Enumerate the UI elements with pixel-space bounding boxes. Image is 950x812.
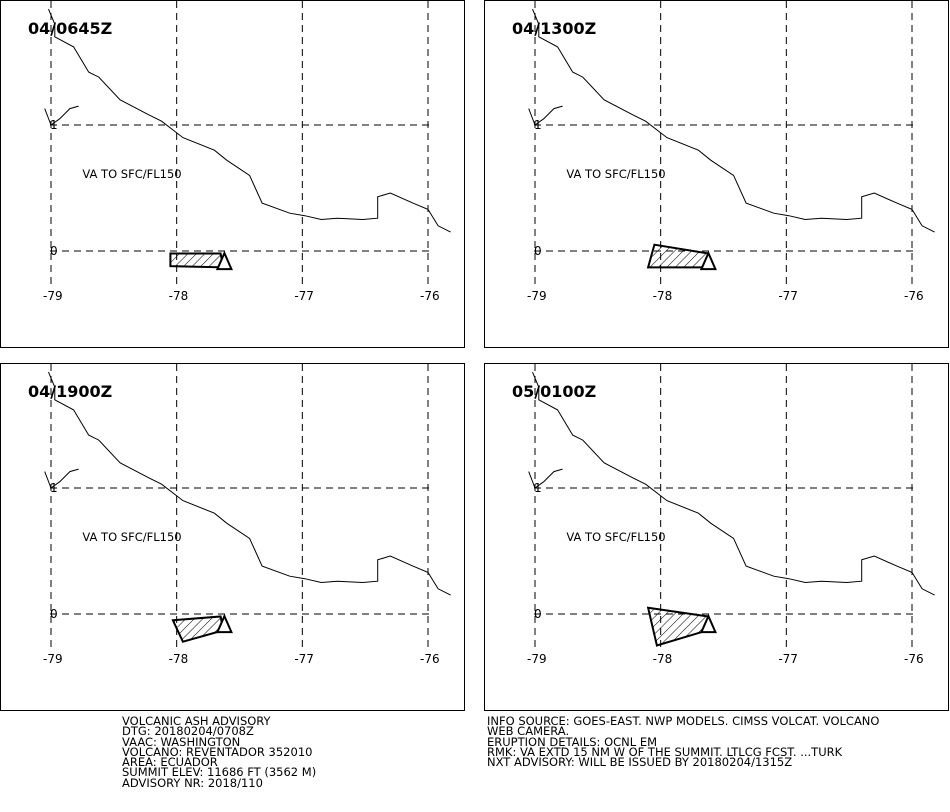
left-line: ADVISORY NR: 2018/110	[122, 775, 263, 790]
map-panel-4: -79 -78 -77 -76 1 0 05/0100Z VA TO SFC/FL150	[484, 363, 949, 711]
lon-tick-label: -76	[420, 652, 440, 666]
coastline-spur	[44, 105, 79, 126]
left-line: DTG: 20180204/0708Z	[122, 724, 254, 739]
map-panel-1: -79 -78 -77 -76 1 0 04/0645Z VA TO SFC/FL150	[0, 0, 465, 348]
right-line: INFO SOURCE: GOES-EAST. NWP MODELS. CIMS…	[487, 714, 880, 728]
left-line: VOLCANO: REVENTADOR 352010	[122, 744, 313, 759]
volcano-triangle-icon	[699, 613, 717, 634]
coastline-spur	[528, 468, 563, 489]
ash-level-label: VA TO SFC/FL150	[566, 530, 665, 544]
lon-tick-label: -78	[169, 289, 189, 303]
lon-tick-label: -79	[527, 289, 547, 303]
volcano-triangle-icon	[215, 613, 233, 634]
coastline	[48, 8, 451, 233]
right-line: NXT ADVISORY: WILL BE ISSUED BY 20180204…	[487, 755, 793, 770]
lon-tick-label: -78	[169, 652, 189, 666]
ash-level-label: VA TO SFC/FL150	[82, 530, 181, 544]
advisory-info-left: VOLCANIC ASH ADVISORY DTG: 20180204/0708Z…	[122, 714, 317, 790]
lat-tick-label: 0	[50, 244, 58, 258]
left-line: SUMMIT ELEV: 11686 FT (3562 M)	[122, 765, 317, 780]
coastline	[532, 371, 935, 596]
ash-cloud-polygon	[169, 252, 225, 269]
ash-level-label: VA TO SFC/FL150	[82, 167, 181, 181]
lon-tick-label: -76	[904, 289, 924, 303]
valid-time-label: 04/1900Z	[28, 382, 112, 401]
valid-time-label: 05/0100Z	[512, 382, 596, 401]
right-line: RMK: VA EXTD 15 NM W OF THE SUMMIT. LTLC…	[487, 744, 843, 759]
advisory-info-right: INFO SOURCE: GOES-EAST. NWP MODELS. CIMS…	[487, 714, 880, 770]
lat-tick-label: 1	[50, 481, 58, 495]
left-line: VAAC: WASHINGTON	[122, 734, 241, 749]
right-line: ERUPTION DETAILS: OCNL EM	[487, 734, 658, 749]
lat-tick-label: 0	[50, 607, 58, 621]
volcano-triangle-icon	[699, 250, 717, 271]
lat-tick-label: 1	[534, 481, 542, 495]
lat-tick-label: 1	[534, 118, 542, 132]
panel-frame	[0, 0, 465, 348]
lon-tick-label: -79	[43, 289, 63, 303]
volcano-triangle-icon	[215, 250, 233, 271]
right-line: WEB CAMERA.	[487, 724, 570, 739]
lon-tick-label: -78	[653, 652, 673, 666]
panel-frame	[484, 363, 949, 711]
lon-tick-label: -79	[527, 652, 547, 666]
coastline-spur	[44, 468, 79, 489]
lon-tick-label: -77	[294, 652, 314, 666]
lat-tick-label: 0	[534, 244, 542, 258]
map-panel-2: -79 -78 -77 -76 1 0 04/1300Z VA TO SFC/FL150	[484, 0, 949, 348]
lon-tick-label: -77	[778, 652, 798, 666]
coastline-spur	[528, 105, 563, 126]
lat-tick-label: 0	[534, 607, 542, 621]
left-line: VOLCANIC ASH ADVISORY	[122, 714, 271, 728]
ash-level-label: VA TO SFC/FL150	[566, 167, 665, 181]
lon-tick-label: -76	[904, 652, 924, 666]
panel-frame	[0, 363, 465, 711]
lat-tick-label: 1	[50, 118, 58, 132]
left-line: AREA: ECUADOR	[122, 755, 218, 770]
lon-tick-label: -77	[778, 289, 798, 303]
lon-tick-label: -76	[420, 289, 440, 303]
valid-time-label: 04/0645Z	[28, 19, 112, 38]
valid-time-label: 04/1300Z	[512, 19, 596, 38]
panel-frame	[484, 0, 949, 348]
map-panel-3: -79 -78 -77 -76 1 0 04/1900Z VA TO SFC/FL150	[0, 363, 465, 711]
coastline	[532, 8, 935, 233]
lon-tick-label: -78	[653, 289, 673, 303]
lon-tick-label: -79	[43, 652, 63, 666]
coastline	[48, 371, 451, 596]
lon-tick-label: -77	[294, 289, 314, 303]
